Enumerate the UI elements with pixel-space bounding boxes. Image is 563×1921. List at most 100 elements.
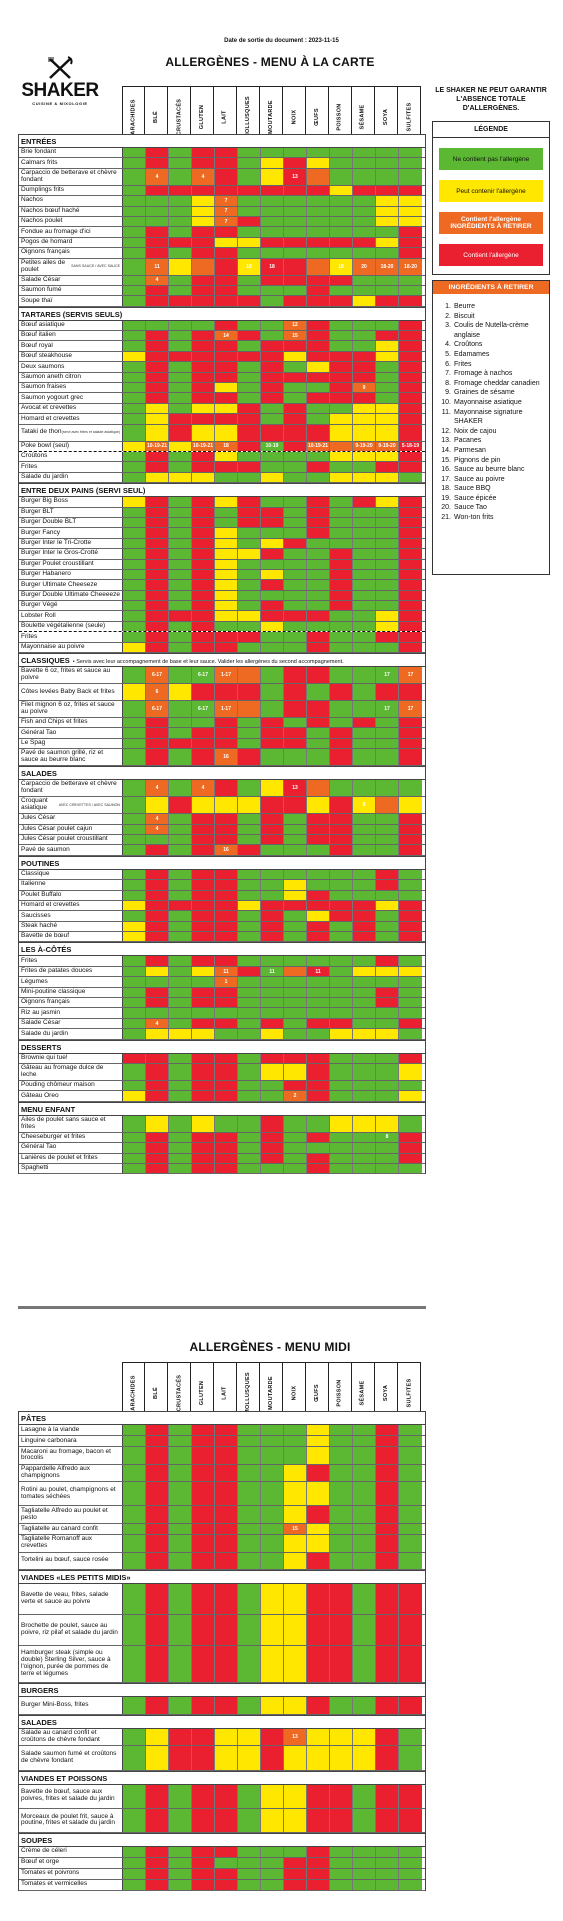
dish-name: Brie fondant <box>21 148 57 156</box>
allergen-cell-lait <box>215 684 238 701</box>
allergen-cell-arachides <box>123 424 146 441</box>
allergen-cell-moutarde <box>261 814 284 824</box>
allergen-cell-arachides <box>123 718 146 728</box>
table-row: Ailes de poulet sans sauce et frites <box>19 1115 425 1133</box>
allergen-cell-poisson <box>330 966 353 977</box>
allergen-cell-lait <box>215 497 238 507</box>
allergen-cell-crustaces <box>169 1614 192 1645</box>
allergen-cell-mollusques <box>238 383 261 393</box>
allergen-cell-sulfites <box>399 900 422 911</box>
allergen-cell-poisson <box>330 216 353 227</box>
allergen-cell-ble <box>146 1132 169 1143</box>
allergen-cell-mollusques <box>238 1728 261 1746</box>
allergen-cell-sulfites <box>399 880 422 890</box>
section-title: CLASSIQUES <box>21 656 70 666</box>
allergen-cell-poisson <box>330 749 353 766</box>
allergen-cell-arachides <box>123 185 146 196</box>
allergen-cell-ufs <box>307 559 330 569</box>
allergen-cell-lait <box>215 1008 238 1018</box>
allergen-cell-gluten <box>192 517 215 528</box>
allergen-cell-moutarde <box>261 932 284 942</box>
allergen-cell-arachides <box>123 351 146 362</box>
allergen-cell-soya <box>376 580 399 590</box>
table-row: Poulet Buffalo <box>19 890 425 901</box>
allergen-cell-noix <box>284 393 307 403</box>
table-row: Oignons français <box>19 248 425 259</box>
allergen-cell-soya <box>376 749 399 766</box>
allergen-cell-soya <box>376 684 399 701</box>
allergen-cell-soya <box>376 559 399 569</box>
allergen-cell-mollusques <box>238 341 261 351</box>
allergen-cell-ble <box>146 1482 169 1506</box>
allergen-cell-arachides <box>123 911 146 921</box>
dish-name: Bavette de veau, frites, salade verte et… <box>21 1591 109 1606</box>
allergen-cell-soya <box>376 216 399 227</box>
table-row: Deux saumons <box>19 362 425 373</box>
table-row: Pavé de saumon grillé, riz et sauce au b… <box>19 749 425 767</box>
allergen-cell-moutarde <box>261 728 284 738</box>
table-row: Légumes 1 <box>19 977 425 988</box>
allergen-cell-sulfites <box>399 196 422 206</box>
allergen-cell-noix: 15 <box>284 1523 307 1534</box>
table-row: Gâteau Oreo 2 <box>19 1091 425 1102</box>
allergen-cell-sulfites <box>399 1143 422 1153</box>
allergen-cell-soya <box>376 403 399 414</box>
dish-name-cell: Burger Double Ultimate Cheeeeze <box>19 590 123 601</box>
allergen-cell-gluten <box>192 1584 215 1614</box>
dish-name-cell: Rotini au poulet, champignons et tomates… <box>19 1482 123 1506</box>
allergen-cell-ble <box>146 642 169 653</box>
allergen-cell-gluten <box>192 1846 215 1857</box>
dish-name-cell: Spaghetti <box>19 1163 123 1174</box>
allergen-cell-noix <box>284 1868 307 1879</box>
title-carte: ALLERGÈNES - MENU À LA CARTE <box>165 55 375 69</box>
table-row: Oignons français <box>19 998 425 1009</box>
allergen-cell-arachides <box>123 1614 146 1645</box>
allergen-cell-noix <box>284 341 307 351</box>
allergen-label: ARACHIDES <box>130 99 137 135</box>
allergen-cell-arachides <box>123 441 146 451</box>
allergen-cell-soya <box>376 911 399 921</box>
allergen-cell-sulfites <box>399 684 422 701</box>
allergen-cell-lait <box>215 1808 238 1832</box>
allergen-cell-crustaces <box>169 1447 192 1464</box>
allergen-cell-mollusques <box>238 1482 261 1506</box>
allergen-cell-ble <box>146 403 169 414</box>
dish-name-cell: Poke bowl (seul) <box>19 441 123 451</box>
allergen-cell-ufs <box>307 667 330 684</box>
allergen-cell-ufs <box>307 569 330 580</box>
dish-name-cell: Légumes <box>19 977 123 987</box>
dish-name: Nachos <box>21 196 44 204</box>
allergen-cell-crustaces <box>169 1436 192 1446</box>
allergen-cell-arachides <box>123 1008 146 1018</box>
allergen-cell-sulfites <box>399 998 422 1008</box>
allergen-cell-soya <box>376 977 399 987</box>
allergen-cell-ufs <box>307 248 330 258</box>
table-row: Calmars frits <box>19 158 425 169</box>
release-date: Date de sortie du document : 2023-11-15 <box>224 38 339 44</box>
allergen-cell-crustaces <box>169 834 192 845</box>
allergen-cell-sulfites <box>399 206 422 216</box>
allergen-cell-sulfites <box>399 296 422 306</box>
allergen-cell-mollusques <box>238 1425 261 1435</box>
allergen-cell-soya <box>376 351 399 362</box>
dish-name: Hamburger steak (simple ou double) Sterl… <box>21 1649 111 1677</box>
allergen-cell-lait <box>215 1746 238 1770</box>
allergen-cell-noix <box>284 1447 307 1464</box>
allergen-cell-ble <box>146 549 169 559</box>
table-row: Mayonnaise au poivre <box>19 642 425 654</box>
allergen-cell-ble <box>146 528 169 538</box>
allergen-cell-gluten <box>192 1115 215 1132</box>
allergen-cell-moutarde <box>261 1018 284 1029</box>
table-row: Burger BLT <box>19 507 425 518</box>
ingredient-label: Fromage cheddar canadien <box>454 379 540 387</box>
allergen-cell-ufs <box>307 237 330 248</box>
allergen-cell-noix <box>284 642 307 653</box>
allergen-cell-gluten <box>192 258 215 275</box>
allergen-cell-poisson <box>330 341 353 351</box>
dish-name: Pavé de saumon <box>21 845 70 853</box>
allergen-cell-ufs <box>307 1645 330 1683</box>
dish-name: Côtes levées Baby Back et frites <box>21 687 115 695</box>
allergen-cell-poisson <box>330 275 353 285</box>
allergen-cell-arachides <box>123 1436 146 1446</box>
allergen-cell-sulfites <box>399 1425 422 1435</box>
